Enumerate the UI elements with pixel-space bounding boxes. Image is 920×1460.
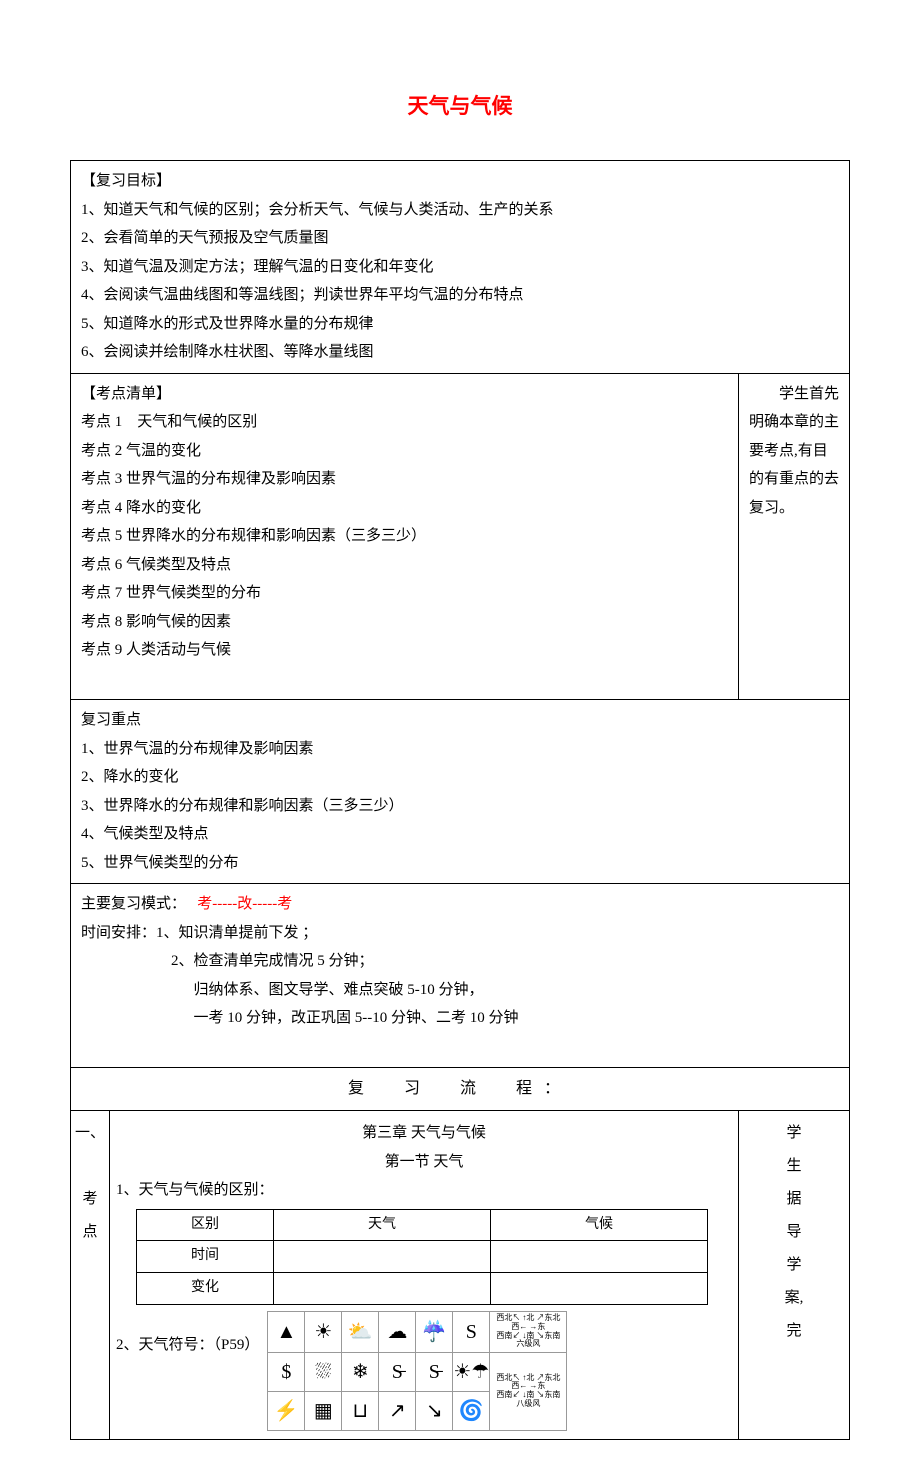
diff-cell-blank xyxy=(274,1241,491,1273)
weather-icon: ▦ xyxy=(305,1391,342,1430)
checklist-item: 考点 2 气温的变化 xyxy=(81,437,728,466)
document-page: 天气与气候 【复习目标】 1、知道天气和气候的区别；会分析天气、气候与人类活动、… xyxy=(0,0,920,1460)
objective-item: 3、知道气温及测定方法；理解气温的日变化和年变化 xyxy=(81,253,839,282)
right-label-char: 导 xyxy=(743,1216,845,1249)
diff-table: 区别 天气 气候 时间 变化 xyxy=(136,1209,708,1305)
chapter-content-cell: 第三章 天气与气候 第一节 天气 1、天气与气候的区别： 区别 天气 气候 时间 xyxy=(110,1111,739,1439)
diff-cell-blank xyxy=(491,1241,708,1273)
mode-line: 主要复习模式： 考-----改-----考 xyxy=(81,890,839,919)
checklist-item: 考点 5 世界降水的分布规律和影响因素（三多三少） xyxy=(81,522,728,551)
weather-icon: ☔ xyxy=(416,1311,453,1352)
diff-row-time: 时间 xyxy=(137,1241,274,1273)
diff-cell-blank xyxy=(274,1273,491,1305)
right-label-char: 据 xyxy=(743,1183,845,1216)
right-label-cell: 学 生 据 导 学 案, 完 xyxy=(739,1111,850,1439)
right-label-char: 生 xyxy=(743,1150,845,1183)
schedule-item: 2、检查清单完成情况 5 分钟； xyxy=(81,947,839,976)
objective-item: 6、会阅读并绘制降水柱状图、等降水量线图 xyxy=(81,338,839,367)
checklist-item: 考点 8 影响气候的因素 xyxy=(81,608,728,637)
objective-item: 2、会看简单的天气预报及空气质量图 xyxy=(81,224,839,253)
checklist-item: 考点 3 世界气温的分布规律及影响因素 xyxy=(81,465,728,494)
flow-header: 复 习 流 程： xyxy=(348,1080,572,1097)
focus-item: 5、世界气候类型的分布 xyxy=(81,849,839,878)
weather-icon: ▲ xyxy=(268,1311,305,1352)
objective-item: 1、知道天气和气候的区别；会分析天气、气候与人类活动、生产的关系 xyxy=(81,196,839,225)
focus-item: 1、世界气温的分布规律及影响因素 xyxy=(81,735,839,764)
diff-header-2: 天气 xyxy=(274,1209,491,1241)
wind-diagram: 西北↖ ↑北 ↗东北 西← →东 西南↙ ↓南 ↘东南 八级风 xyxy=(490,1352,567,1430)
question-2: 2、天气符号：（P59） xyxy=(116,1311,259,1360)
focus-cell: 复习重点 1、世界气温的分布规律及影响因素 2、降水的变化 3、世界降水的分布规… xyxy=(71,700,850,884)
weather-icon: ↘ xyxy=(416,1391,453,1430)
weather-icon: ☀☂ xyxy=(453,1352,490,1391)
focus-item: 4、气候类型及特点 xyxy=(81,820,839,849)
symbols-row: 2、天气符号：（P59） ▲ ☀ ⛅ ☁ ☔ S 西北↖ ↑北 ↗东北 西← →… xyxy=(116,1311,732,1431)
focus-item: 3、世界降水的分布规律和影响因素（三多三少） xyxy=(81,792,839,821)
checklist-sidenote: 学生首先明确本章的主要考点,有目的有重点的去复习。 xyxy=(739,373,850,700)
checklist-item: 考点 9 人类活动与气候 xyxy=(81,636,728,665)
schedule-item: 一考 10 分钟，改正巩固 5--10 分钟、二考 10 分钟 xyxy=(81,1004,839,1033)
weather-icon: S̵ xyxy=(379,1352,416,1391)
diff-cell-blank xyxy=(491,1273,708,1305)
flow-header-cell: 复 习 流 程： xyxy=(71,1068,850,1111)
schedule-item: 归纳体系、图文导学、难点突破 5-10 分钟， xyxy=(81,976,839,1005)
left-label-cell: 一、 考 点 xyxy=(71,1111,110,1439)
weather-symbol-grid: ▲ ☀ ⛅ ☁ ☔ S 西北↖ ↑北 ↗东北 西← →东 西南↙ ↓南 ↘东南 … xyxy=(267,1311,567,1431)
weather-icon: ☁ xyxy=(379,1311,416,1352)
weather-icon: ⛆ xyxy=(305,1352,342,1391)
weather-icon: ☀ xyxy=(305,1311,342,1352)
schedule-label: 时间安排：1、知识清单提前下发 ； xyxy=(81,919,839,948)
chapter-line2: 第一节 天气 xyxy=(116,1148,732,1177)
right-label-char: 学 xyxy=(743,1249,845,1282)
weather-icon: $ xyxy=(268,1352,305,1391)
checklist-header: 【考点清单】 xyxy=(81,380,728,409)
mode-cell: 主要复习模式： 考-----改-----考 时间安排：1、知识清单提前下发 ； … xyxy=(71,884,850,1068)
weather-icon: ⊔ xyxy=(342,1391,379,1430)
right-label-char: 完 xyxy=(743,1315,845,1348)
left-label-2b: 点 xyxy=(75,1216,105,1249)
focus-item: 2、降水的变化 xyxy=(81,763,839,792)
mode-label: 主要复习模式： xyxy=(81,896,194,912)
objectives-header: 【复习目标】 xyxy=(81,167,839,196)
weather-icon: S xyxy=(453,1311,490,1352)
weather-icon: ↗ xyxy=(379,1391,416,1430)
checklist-item: 考点 7 世界气候类型的分布 xyxy=(81,579,728,608)
checklist-item: 考点 1 天气和气候的区别 xyxy=(81,408,728,437)
weather-icon: S̵ xyxy=(416,1352,453,1391)
right-label-char: 学 xyxy=(743,1117,845,1150)
objective-item: 5、知道降水的形式及世界降水量的分布规律 xyxy=(81,310,839,339)
diff-header-3: 气候 xyxy=(491,1209,708,1241)
diff-header-1: 区别 xyxy=(137,1209,274,1241)
question-1: 1、天气与气候的区别： xyxy=(116,1176,732,1205)
weather-icon: ❄ xyxy=(342,1352,379,1391)
checklist-item: 考点 6 气候类型及特点 xyxy=(81,551,728,580)
checklist-item: 考点 4 降水的变化 xyxy=(81,494,728,523)
focus-header: 复习重点 xyxy=(81,706,839,735)
weather-icon: ⚡ xyxy=(268,1391,305,1430)
left-label-1: 一、 xyxy=(75,1117,105,1150)
objectives-cell: 【复习目标】 1、知道天气和气候的区别；会分析天气、气候与人类活动、生产的关系 … xyxy=(71,161,850,374)
chapter-line1: 第三章 天气与气候 xyxy=(116,1119,732,1148)
mode-pattern: 考-----改-----考 xyxy=(197,896,292,912)
objective-item: 4、会阅读气温曲线图和等温线图；判读世界年平均气温的分布特点 xyxy=(81,281,839,310)
sidenote-text: 学生首先明确本章的主要考点,有目的有重点的去复习。 xyxy=(749,380,839,523)
weather-icon: ⛅ xyxy=(342,1311,379,1352)
page-title: 天气与气候 xyxy=(70,90,850,120)
wind-diagram: 西北↖ ↑北 ↗东北 西← →东 西南↙ ↓南 ↘东南 六级风 xyxy=(490,1311,567,1352)
left-label-2: 考 xyxy=(75,1183,105,1216)
main-table: 【复习目标】 1、知道天气和气候的区别；会分析天气、气候与人类活动、生产的关系 … xyxy=(70,160,850,1440)
right-label-char: 案, xyxy=(743,1282,845,1315)
checklist-cell: 【考点清单】 考点 1 天气和气候的区别 考点 2 气温的变化 考点 3 世界气… xyxy=(71,373,739,700)
diff-row-change: 变化 xyxy=(137,1273,274,1305)
weather-icon: 🌀 xyxy=(453,1391,490,1430)
